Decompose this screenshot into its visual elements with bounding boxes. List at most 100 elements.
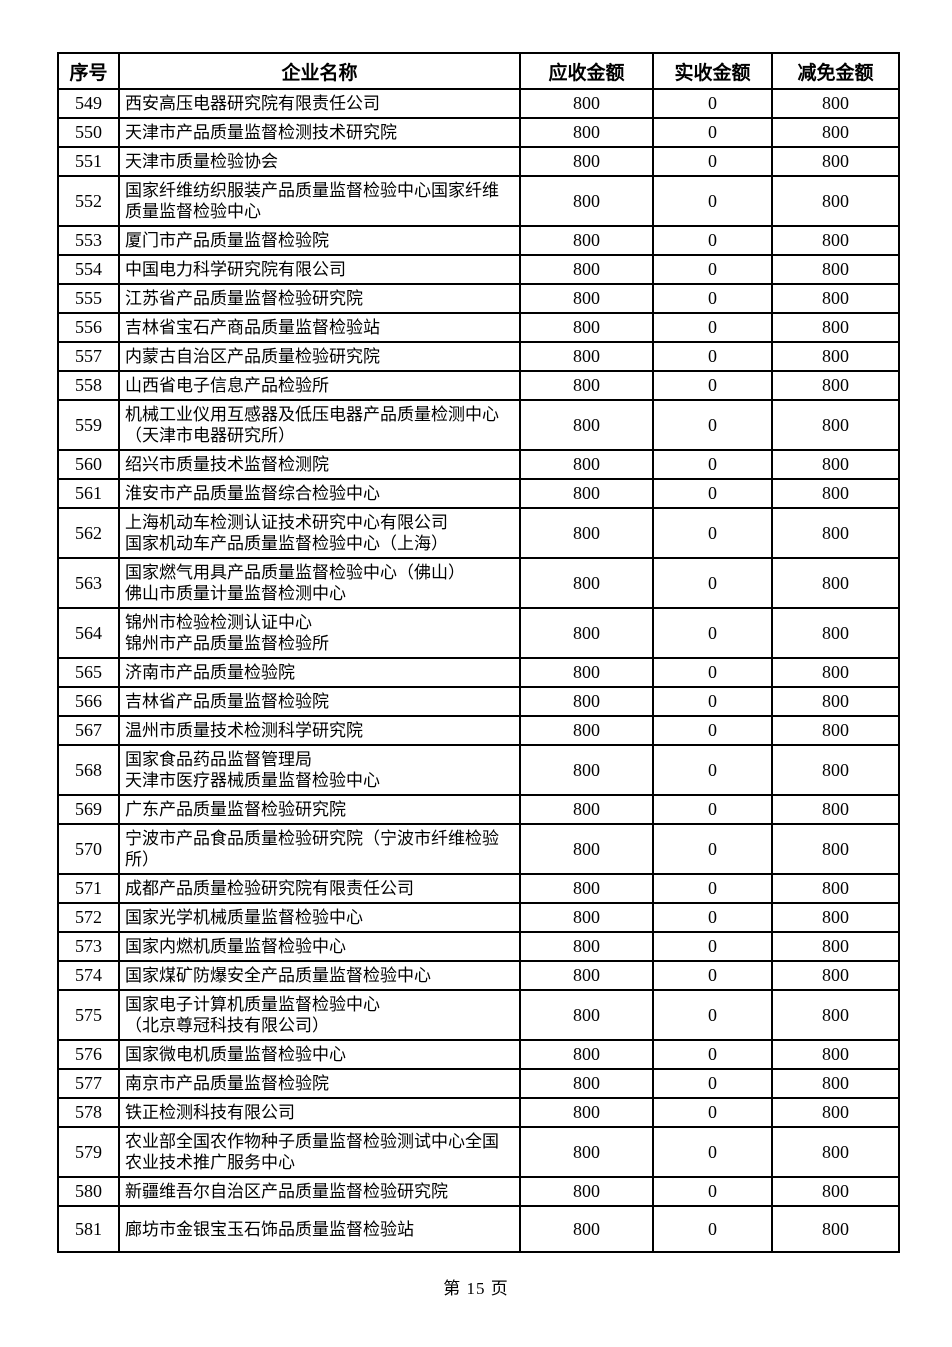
receivable-amount-cell: 800 bbox=[519, 686, 654, 717]
table-row: 570 宁波市产品食品质量检验研究院（宁波市纤维检验 所） 800 0 800 bbox=[57, 823, 900, 875]
reduction-amount-cell: 800 bbox=[771, 507, 900, 559]
reduction-amount-cell: 800 bbox=[771, 225, 900, 256]
row-number-cell: 569 bbox=[57, 794, 120, 825]
reduction-amount-cell: 800 bbox=[771, 686, 900, 717]
company-name-cell: 国家内燃机质量监督检验中心 bbox=[118, 931, 521, 962]
row-number-cell: 563 bbox=[57, 557, 120, 609]
table-row: 578 铁正检测科技有限公司 800 0 800 bbox=[57, 1097, 900, 1128]
received-amount-cell: 0 bbox=[652, 989, 773, 1041]
received-amount-cell: 0 bbox=[652, 873, 773, 904]
row-number-cell: 571 bbox=[57, 873, 120, 904]
company-name-cell: 农业部全国农作物种子质量监督检验测试中心全国 农业技术推广服务中心 bbox=[118, 1126, 521, 1178]
receivable-amount-cell: 800 bbox=[519, 931, 654, 962]
reduction-amount-cell: 800 bbox=[771, 715, 900, 746]
receivable-amount-cell: 800 bbox=[519, 557, 654, 609]
receivable-amount-cell: 800 bbox=[519, 283, 654, 314]
reduction-amount-cell: 800 bbox=[771, 478, 900, 509]
receivable-amount-cell: 800 bbox=[519, 1176, 654, 1207]
receivable-amount-cell: 800 bbox=[519, 657, 654, 688]
receivable-amount-cell: 800 bbox=[519, 1126, 654, 1178]
receivable-amount-cell: 800 bbox=[519, 478, 654, 509]
table-row: 575 国家电子计算机质量监督检验中心 （北京尊冠科技有限公司） 800 0 800 bbox=[57, 989, 900, 1041]
table-row: 557 内蒙古自治区产品质量检验研究院 800 0 800 bbox=[57, 341, 900, 372]
receivable-amount-cell: 800 bbox=[519, 823, 654, 875]
received-amount-cell: 0 bbox=[652, 117, 773, 148]
receivable-amount-cell: 800 bbox=[519, 88, 654, 119]
company-name-cell: 国家燃气用具产品质量监督检验中心（佛山） 佛山市质量计量监督检测中心 bbox=[118, 557, 521, 609]
company-name-cell: 吉林省产品质量监督检验院 bbox=[118, 686, 521, 717]
header-cell: 序号 bbox=[57, 52, 120, 90]
reduction-amount-cell: 800 bbox=[771, 744, 900, 796]
reduction-amount-cell: 800 bbox=[771, 88, 900, 119]
company-name-cell: 国家电子计算机质量监督检验中心 （北京尊冠科技有限公司） bbox=[118, 989, 521, 1041]
table-header-row: 序号 企业名称 应收金额 实收金额 减免金额 bbox=[57, 52, 900, 90]
row-number-cell: 572 bbox=[57, 902, 120, 933]
reduction-amount-cell: 800 bbox=[771, 449, 900, 480]
table-row: 554 中国电力科学研究院有限公司 800 0 800 bbox=[57, 254, 900, 285]
row-number-cell: 568 bbox=[57, 744, 120, 796]
row-number-cell: 570 bbox=[57, 823, 120, 875]
receivable-amount-cell: 800 bbox=[519, 507, 654, 559]
received-amount-cell: 0 bbox=[652, 88, 773, 119]
table-row: 553 厦门市产品质量监督检验院 800 0 800 bbox=[57, 225, 900, 256]
company-name-cell: 厦门市产品质量监督检验院 bbox=[118, 225, 521, 256]
row-number-cell: 557 bbox=[57, 341, 120, 372]
table-row: 571 成都产品质量检验研究院有限责任公司 800 0 800 bbox=[57, 873, 900, 904]
company-name-cell: 山西省电子信息产品检验所 bbox=[118, 370, 521, 401]
receivable-amount-cell: 800 bbox=[519, 960, 654, 991]
company-name-cell: 广东产品质量监督检验研究院 bbox=[118, 794, 521, 825]
reduction-amount-cell: 800 bbox=[771, 823, 900, 875]
row-number-cell: 553 bbox=[57, 225, 120, 256]
received-amount-cell: 0 bbox=[652, 607, 773, 659]
reduction-amount-cell: 800 bbox=[771, 989, 900, 1041]
company-name-cell: 吉林省宝石产商品质量监督检验站 bbox=[118, 312, 521, 343]
company-name-cell: 宁波市产品食品质量检验研究院（宁波市纤维检验 所） bbox=[118, 823, 521, 875]
table-row: 561 淮安市产品质量监督综合检验中心 800 0 800 bbox=[57, 478, 900, 509]
table-row: 560 绍兴市质量技术监督检测院 800 0 800 bbox=[57, 449, 900, 480]
receivable-amount-cell: 800 bbox=[519, 1039, 654, 1070]
received-amount-cell: 0 bbox=[652, 370, 773, 401]
table-row: 568 国家食品药品监督管理局 天津市医疗器械质量监督检验中心 800 0 800 bbox=[57, 744, 900, 796]
row-number-cell: 559 bbox=[57, 399, 120, 451]
received-amount-cell: 0 bbox=[652, 931, 773, 962]
received-amount-cell: 0 bbox=[652, 794, 773, 825]
received-amount-cell: 0 bbox=[652, 283, 773, 314]
row-number-cell: 551 bbox=[57, 146, 120, 177]
receivable-amount-cell: 800 bbox=[519, 744, 654, 796]
reduction-amount-cell: 800 bbox=[771, 117, 900, 148]
reduction-amount-cell: 800 bbox=[771, 960, 900, 991]
received-amount-cell: 0 bbox=[652, 823, 773, 875]
received-amount-cell: 0 bbox=[652, 1068, 773, 1099]
row-number-cell: 562 bbox=[57, 507, 120, 559]
table-row: 555 江苏省产品质量监督检验研究院 800 0 800 bbox=[57, 283, 900, 314]
company-name-cell: 铁正检测科技有限公司 bbox=[118, 1097, 521, 1128]
table-row: 573 国家内燃机质量监督检验中心 800 0 800 bbox=[57, 931, 900, 962]
table-row: 572 国家光学机械质量监督检验中心 800 0 800 bbox=[57, 902, 900, 933]
received-amount-cell: 0 bbox=[652, 175, 773, 227]
company-name-cell: 江苏省产品质量监督检验研究院 bbox=[118, 283, 521, 314]
company-name-cell: 内蒙古自治区产品质量检验研究院 bbox=[118, 341, 521, 372]
reduction-amount-cell: 800 bbox=[771, 341, 900, 372]
table-row: 549 西安高压电器研究院有限责任公司 800 0 800 bbox=[57, 88, 900, 119]
company-name-cell: 国家食品药品监督管理局 天津市医疗器械质量监督检验中心 bbox=[118, 744, 521, 796]
row-number-cell: 576 bbox=[57, 1039, 120, 1070]
received-amount-cell: 0 bbox=[652, 1176, 773, 1207]
reduction-amount-cell: 800 bbox=[771, 1039, 900, 1070]
row-number-cell: 550 bbox=[57, 117, 120, 148]
received-amount-cell: 0 bbox=[652, 1205, 773, 1253]
table-row: 562 上海机动车检测认证技术研究中心有限公司 国家机动车产品质量监督检验中心（上… bbox=[57, 507, 900, 559]
table-row: 552 国家纤维纺织服装产品质量监督检验中心国家纤维 质量监督检验中心 800 0 80… bbox=[57, 175, 900, 227]
received-amount-cell: 0 bbox=[652, 1126, 773, 1178]
received-amount-cell: 0 bbox=[652, 478, 773, 509]
company-name-cell: 中国电力科学研究院有限公司 bbox=[118, 254, 521, 285]
row-number-cell: 567 bbox=[57, 715, 120, 746]
received-amount-cell: 0 bbox=[652, 146, 773, 177]
receivable-amount-cell: 800 bbox=[519, 715, 654, 746]
received-amount-cell: 0 bbox=[652, 960, 773, 991]
receivable-amount-cell: 800 bbox=[519, 312, 654, 343]
reduction-amount-cell: 800 bbox=[771, 1068, 900, 1099]
received-amount-cell: 0 bbox=[652, 657, 773, 688]
company-name-cell: 新疆维吾尔自治区产品质量监督检验研究院 bbox=[118, 1176, 521, 1207]
received-amount-cell: 0 bbox=[652, 449, 773, 480]
company-name-cell: 天津市产品质量监督检测技术研究院 bbox=[118, 117, 521, 148]
